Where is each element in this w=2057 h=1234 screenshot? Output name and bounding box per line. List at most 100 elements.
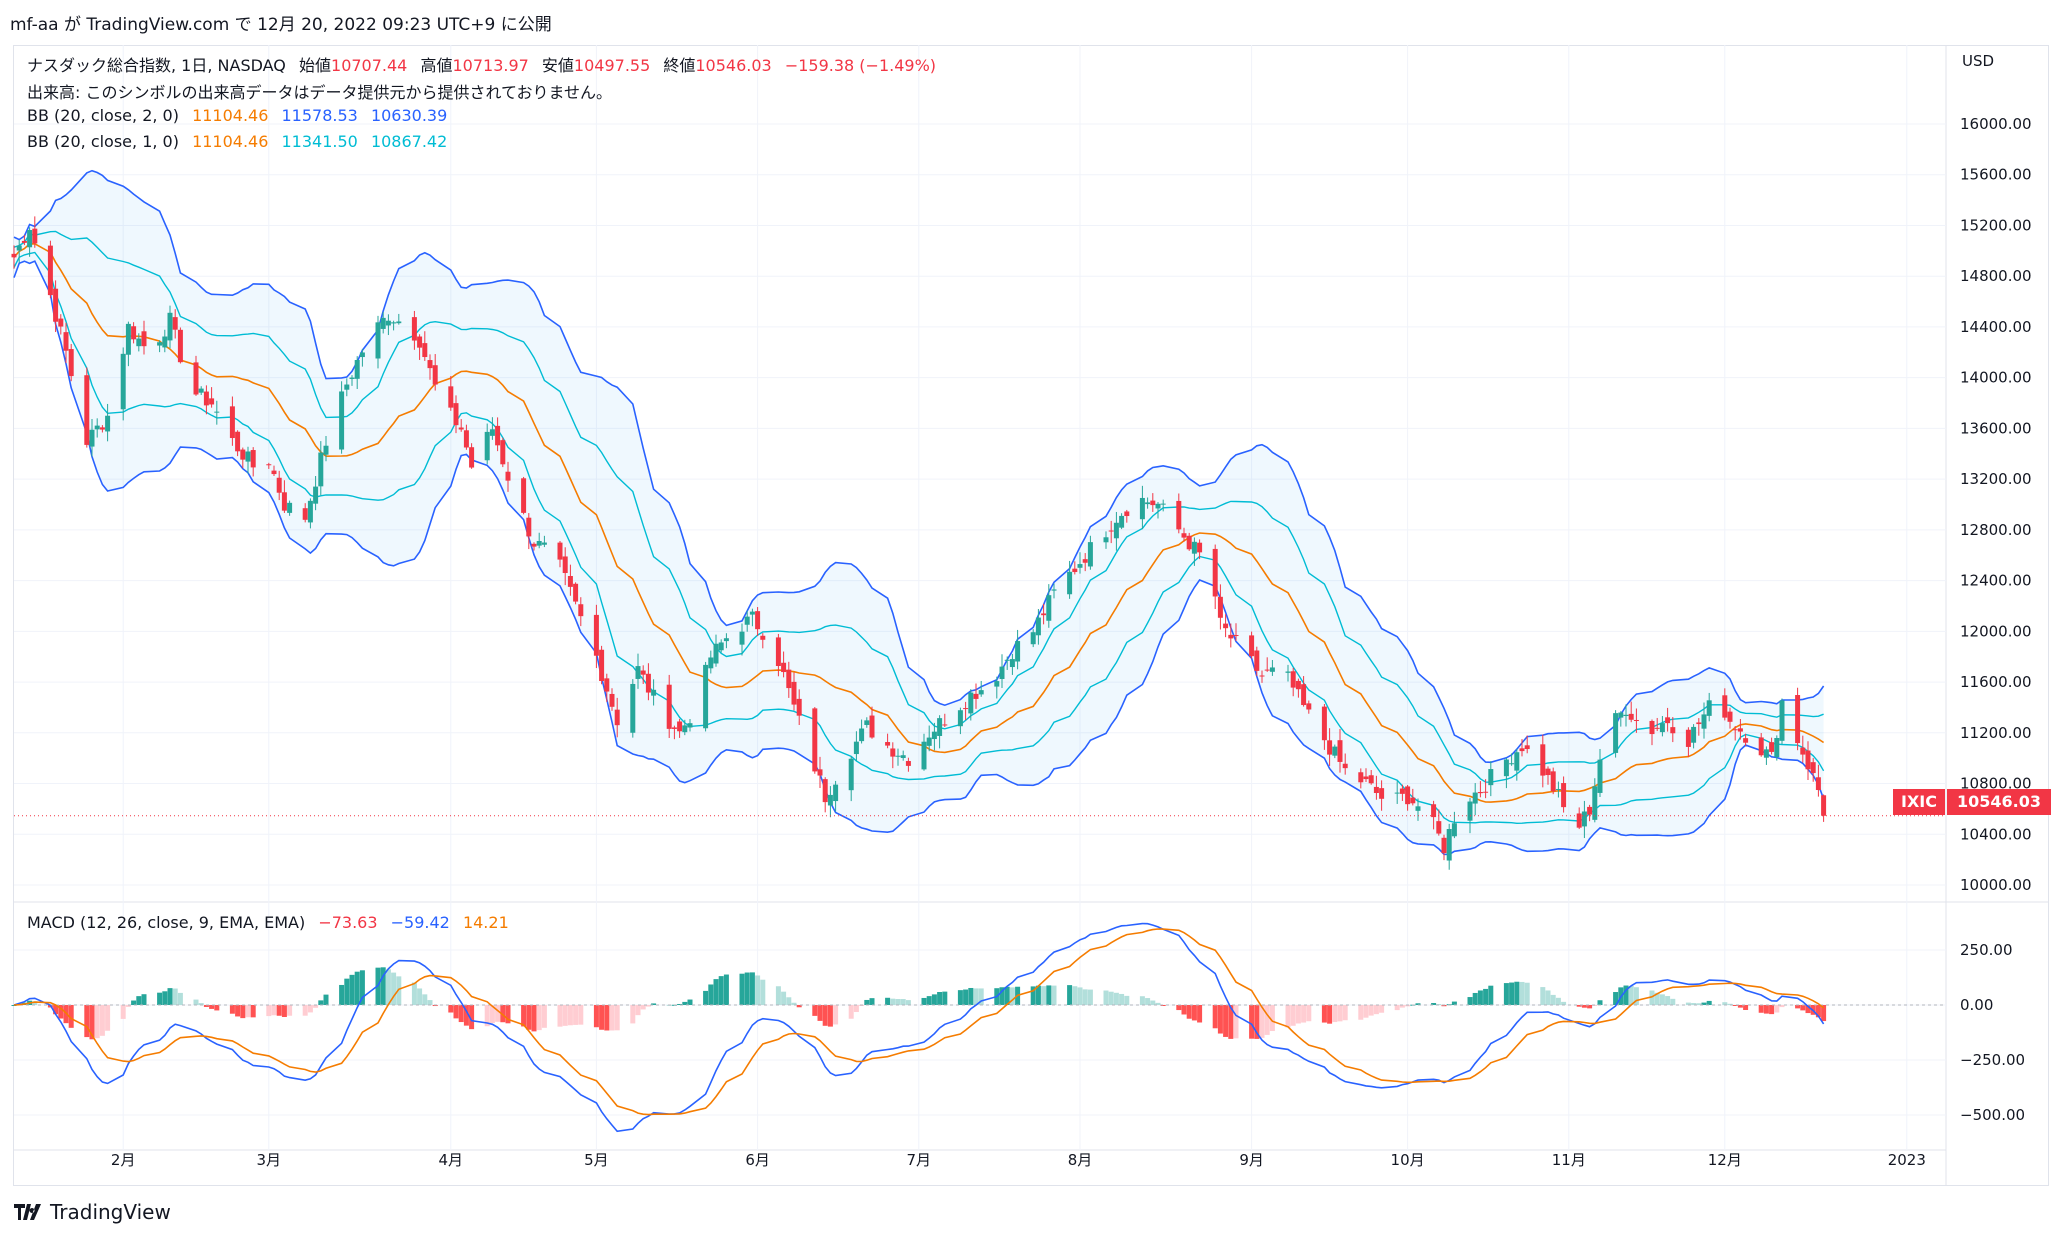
x-tick-label: 2月 [111,1151,136,1169]
bb2-lower: 10630.39 [370,106,448,125]
macd-histogram [11,967,1827,1040]
macd-hist-bar [541,1005,547,1028]
candle-body [203,391,209,406]
candle-body [1696,722,1702,725]
macd-hist-bar [1295,1005,1301,1024]
candle-body [640,670,646,675]
candle-body [578,604,584,617]
candle-body [214,411,220,413]
macd-hist-bar [167,988,173,1005]
macd-hist-bar [203,1005,209,1007]
candle-body [1306,703,1312,710]
candle-body [1269,667,1275,672]
candle-body [1212,548,1218,597]
y-tick-label: 10400.00 [1960,825,2032,843]
candle-body [1779,700,1785,741]
candle-body [1732,729,1738,731]
price-tag-value: 10546.03 [1946,789,2051,815]
candle-body [89,429,95,447]
candle-body [53,288,59,322]
macd-hist-bar [1722,1002,1728,1005]
macd-hist-bar [1306,1005,1312,1022]
candle-body [162,336,168,348]
candle-body [827,794,833,806]
macd-hist-bar [1696,1003,1702,1005]
macd-signal-line [13,928,1825,1116]
close-label: 終値 [663,56,696,75]
candle-body [536,540,542,546]
candle-body [1722,695,1728,718]
macd-hist-bar [723,974,729,1005]
macd-hist-bar [900,999,906,1005]
candle-body [1035,617,1041,636]
bb1-legend[interactable]: BB (20, close, 1, 0) 11104.46 11341.50 1… [27,132,455,151]
candle-body [1691,726,1697,743]
macd-hist-bar [640,1005,646,1010]
x-tick-label: 4月 [439,1151,464,1169]
macd-hist-bar [1779,1005,1785,1008]
macd-hist-bar [1217,1005,1223,1034]
macd-hist-bar [531,1005,537,1032]
macd-hist-bar [68,1005,74,1028]
candle-body [339,391,345,450]
macd-hist-bar [599,1005,605,1030]
macd-hist-bar [926,996,932,1005]
macd-legend[interactable]: MACD (12, 26, close, 9, EMA, EMA) −73.63… [27,913,517,932]
candle-body [1743,738,1749,743]
macd-hist-bar [448,1005,454,1013]
macd-hist-bar [1342,1005,1348,1021]
macd-hist-bar [323,994,329,1005]
price-legend: ナスダック総合指数, 1日, NASDAQ 始値10707.44 高値10713… [27,52,944,76]
macd-hist-bar [1545,990,1551,1005]
macd-hist-bar [1035,985,1041,1005]
y-tick-label: 11600.00 [1960,673,2032,691]
macd-hist-bar [1701,1002,1707,1005]
candle-body [1108,530,1114,532]
y-tick-label: 14800.00 [1960,267,2032,285]
macd-hist-bar [1399,1005,1405,1008]
macd-hist-bar [853,1005,859,1013]
macd-hist-bar [349,974,355,1005]
candle-body [1670,727,1676,734]
macd-hist-bar [1004,986,1010,1005]
candle-body [469,447,475,468]
y-tick-label: 10000.00 [1960,876,2032,894]
macd-signal-value: 14.21 [462,913,509,932]
macd-hist-bar [630,1005,636,1024]
bb2-legend[interactable]: BB (20, close, 2, 0) 11104.46 11578.53 1… [27,106,455,125]
macd-hist-bar [1800,1005,1806,1011]
macd-hist-bar [651,1003,657,1005]
candle-body [495,425,501,446]
macd-hist-bar [177,992,183,1005]
candle-body [349,377,355,379]
macd-hist-bar [1654,992,1660,1005]
candle-body [968,692,974,714]
macd-hist-bar [1581,1005,1587,1008]
low-value: 10497.55 [573,56,651,75]
candle-body [344,384,350,390]
macd-hist-bar [755,975,761,1005]
macd-hist-bar [786,997,792,1005]
candle-body [744,616,750,625]
macd-hist-bar [131,1000,137,1005]
tradingview-logo[interactable]: TradingView [14,1200,171,1224]
macd-hist-bar [32,1001,38,1005]
candle-body [760,635,766,640]
macd-hist-bar [157,992,163,1005]
macd-hist-bar [1821,1005,1827,1022]
candle-body [755,611,761,630]
macd-hist-bar [344,978,350,1005]
candle-body [1431,804,1437,818]
macd-hist-bar [978,988,984,1005]
macd-hist-bar [1451,1001,1457,1005]
candle-body [1805,750,1811,770]
candle-body [323,445,329,455]
candle-body [1295,680,1301,690]
high-label: 高値 [420,56,453,75]
macd-hist-bar [1576,1005,1582,1007]
candle-body [1774,737,1780,758]
macd-hist-bar [235,1005,241,1017]
candle-body [1181,533,1187,538]
candle-body [822,779,828,803]
